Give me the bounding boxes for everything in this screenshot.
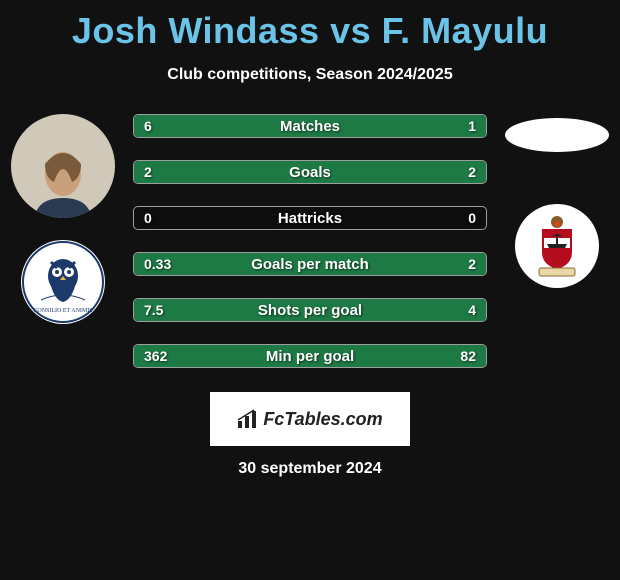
stat-row: 61Matches xyxy=(133,114,487,138)
player-right-avatar xyxy=(505,118,609,152)
comparison-panel: CONSILIO ET ANIMIS 6 xyxy=(0,114,620,368)
stat-label: Matches xyxy=(134,118,486,135)
left-player-column: CONSILIO ET ANIMIS xyxy=(8,114,118,324)
avatar-bust-icon xyxy=(24,146,102,218)
fctables-logo-text: FcTables.com xyxy=(263,409,382,430)
player-left-avatar xyxy=(11,114,115,218)
stat-row: 36282Min per goal xyxy=(133,344,487,368)
stat-row: 22Goals xyxy=(133,160,487,184)
club-badge-left-icon: CONSILIO ET ANIMIS xyxy=(21,240,105,324)
right-player-column xyxy=(502,114,612,288)
stat-label: Min per goal xyxy=(134,348,486,365)
page-title: Josh Windass vs F. Mayulu xyxy=(0,0,620,52)
stat-row: 00Hattricks xyxy=(133,206,487,230)
date-text: 30 september 2024 xyxy=(0,460,620,478)
club-badge-right-icon xyxy=(515,204,599,288)
stat-rows: 61Matches 22Goals 00Hattricks 0.332Goals pe… xyxy=(133,114,487,368)
stat-label: Hattricks xyxy=(134,210,486,227)
subtitle: Club competitions, Season 2024/2025 xyxy=(0,66,620,84)
stat-label: Goals per match xyxy=(134,256,486,273)
fctables-logo: FcTables.com xyxy=(210,392,410,446)
stat-label: Shots per goal xyxy=(134,302,486,319)
stat-label: Goals xyxy=(134,164,486,181)
stat-row: 7.54Shots per goal xyxy=(133,298,487,322)
player-right-club-badge xyxy=(515,204,599,288)
stat-row: 0.332Goals per match xyxy=(133,252,487,276)
player-left-club-badge: CONSILIO ET ANIMIS xyxy=(21,240,105,324)
fctables-logo-icon xyxy=(237,409,257,429)
svg-text:CONSILIO ET ANIMIS: CONSILIO ET ANIMIS xyxy=(33,308,92,314)
